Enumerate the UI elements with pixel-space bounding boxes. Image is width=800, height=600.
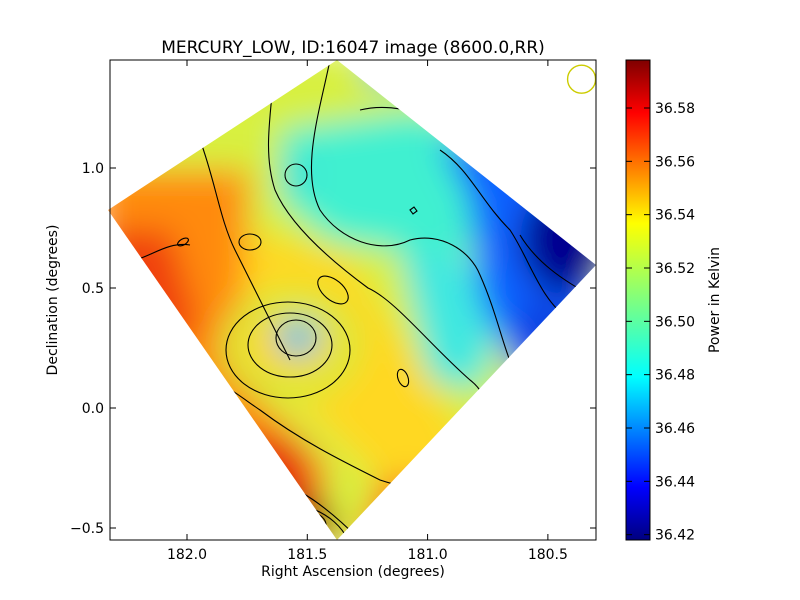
- colorbar-tick-label: 36.54: [655, 208, 695, 224]
- colorbar-tick-label: 36.52: [655, 261, 695, 277]
- x-axis-label: Right Ascension (degrees): [261, 564, 445, 580]
- colorbar-tick-label: 36.48: [655, 368, 695, 384]
- colorbar-axis: 36.42 36.44 36.46 36.48 36.50 36.52 36.54 36.56…: [626, 101, 695, 544]
- y-axis-label: Declination (degrees): [45, 225, 61, 376]
- x-tick-label: 180.5: [528, 547, 568, 563]
- colorbar-tick-label: 36.58: [655, 101, 695, 117]
- y-tick-label: 1.0: [82, 161, 104, 177]
- colorbar-tick-label: 36.44: [655, 474, 695, 490]
- x-tick-label: 182.0: [167, 547, 207, 563]
- colorbar-tick-label: 36.56: [655, 154, 695, 170]
- axes-frame: [109, 59, 597, 541]
- y-axis: −0.5 0.0 0.5 1.0: [70, 161, 596, 537]
- colorbar: [625, 59, 651, 541]
- colorbar-tick-label: 36.50: [655, 314, 695, 330]
- y-tick-label: 0.5: [82, 281, 104, 297]
- x-tick-label: 181.0: [408, 547, 448, 563]
- colorbar-label: Power in Kelvin: [707, 247, 723, 353]
- y-tick-label: 0.0: [82, 401, 104, 417]
- colorbar-tick-label: 36.42: [655, 528, 695, 544]
- chart-title: MERCURY_LOW, ID:16047 image (8600.0,RR): [161, 38, 545, 58]
- x-tick-label: 181.5: [287, 547, 327, 563]
- y-tick-label: −0.5: [70, 521, 104, 537]
- x-axis: 182.0 181.5 181.0 180.5: [167, 60, 568, 563]
- colorbar-tick-label: 36.46: [655, 421, 695, 437]
